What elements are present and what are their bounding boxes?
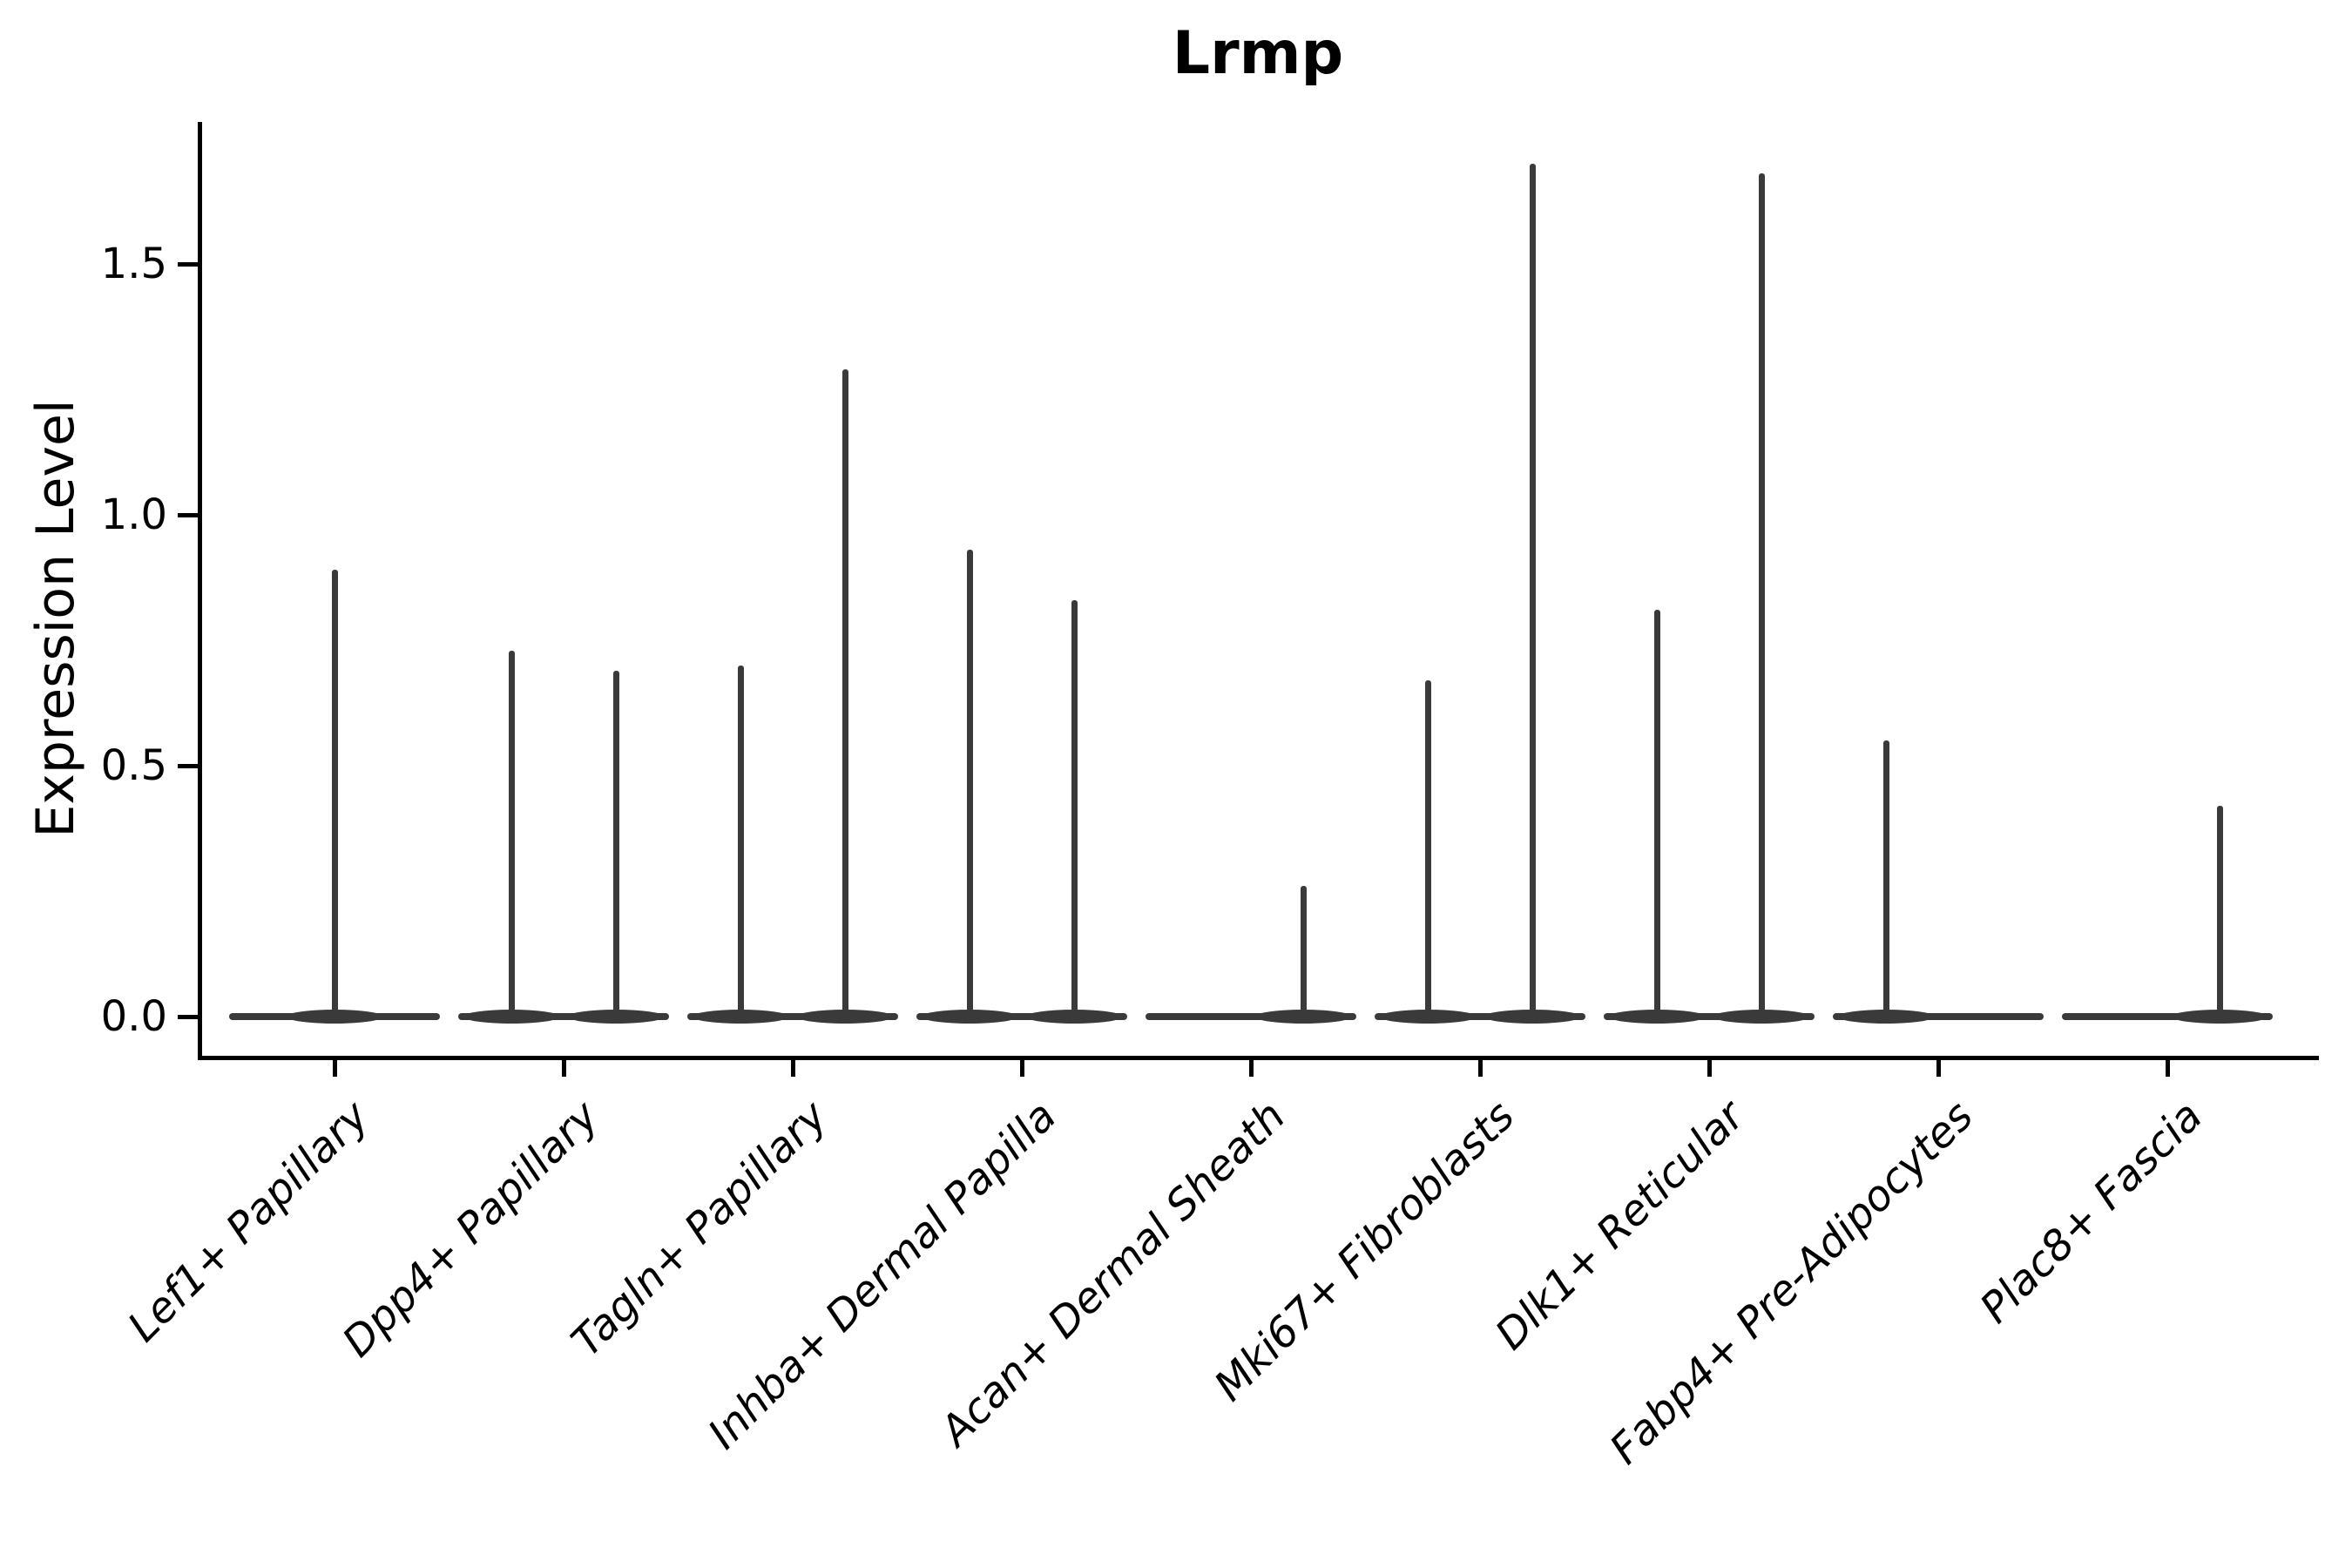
violin-spike: [508, 650, 515, 1017]
y-tick-mark: [178, 763, 198, 768]
x-tick-mark: [1477, 1058, 1483, 1077]
x-tick-mark: [561, 1058, 566, 1077]
x-tick-label: Tagln+ Papillary: [562, 1092, 837, 1367]
violin-base-bump: [1609, 1010, 1705, 1024]
violin-base: [2062, 1013, 2273, 1020]
x-tick-label: Plac8+ Fascia: [1970, 1092, 2212, 1333]
x-tick-mark: [1936, 1058, 1941, 1077]
violin-base-bump: [922, 1010, 1017, 1024]
violin-base-bump: [1026, 1010, 1122, 1024]
violin-base-bump: [568, 1010, 664, 1024]
violin-base: [1604, 1013, 1815, 1020]
violin-base: [687, 1013, 898, 1020]
violin-base: [1833, 1013, 2044, 1020]
x-tick-mark: [2165, 1058, 2170, 1077]
y-tick-label: 1.0: [100, 490, 167, 539]
y-tick-mark: [178, 1014, 198, 1019]
violin-spike: [1071, 599, 1078, 1017]
x-tick-label: Dpp4+ Papillary: [333, 1092, 608, 1367]
violin-base-bump: [1838, 1010, 1934, 1024]
violin-spike: [1882, 740, 1889, 1017]
x-tick-mark: [790, 1058, 795, 1077]
violin-spike: [1758, 173, 1765, 1017]
violin-base-bump: [287, 1010, 382, 1024]
x-tick-mark: [1248, 1058, 1254, 1077]
x-tick-mark: [1707, 1058, 1712, 1077]
violin-spike: [1424, 680, 1431, 1017]
y-tick-mark: [178, 261, 198, 267]
y-tick-label: 0.5: [100, 741, 167, 790]
chart-title: Lrmp: [1172, 19, 1344, 88]
violin-base-bump: [1380, 1010, 1476, 1024]
violin-base-bump: [1255, 1010, 1351, 1024]
violin-base: [458, 1013, 669, 1020]
violin-spike: [612, 670, 619, 1017]
y-tick-label: 0.0: [100, 992, 167, 1041]
y-tick-label: 1.5: [100, 240, 167, 288]
violin-base: [916, 1013, 1127, 1020]
violin-base-bump: [797, 1010, 893, 1024]
violin-spike: [1653, 610, 1660, 1017]
violin-base-bump: [463, 1010, 559, 1024]
y-axis-spine: [198, 122, 202, 1060]
violin-spike: [1300, 886, 1307, 1017]
violin-base: [1375, 1013, 1585, 1020]
x-tick-label: Lef1+ Papillary: [118, 1092, 379, 1352]
violin-base-bump: [1484, 1010, 1580, 1024]
violin-spike: [841, 368, 848, 1017]
violin-spike: [1529, 163, 1536, 1017]
x-axis-spine: [198, 1056, 2319, 1060]
x-tick-mark: [332, 1058, 337, 1077]
x-tick-mark: [1019, 1058, 1024, 1077]
violin-spike: [331, 570, 338, 1017]
violin-base-bump: [693, 1010, 788, 1024]
violin-base-bump: [2172, 1010, 2268, 1024]
violin-spike: [737, 665, 744, 1017]
x-tick-label: Dlk1+ Reticular: [1485, 1092, 1754, 1360]
violin-base-bump: [1713, 1010, 1809, 1024]
y-tick-mark: [178, 512, 198, 517]
violin-spike: [2216, 806, 2223, 1017]
violin-spike: [966, 550, 973, 1017]
violin-base: [1146, 1013, 1356, 1020]
